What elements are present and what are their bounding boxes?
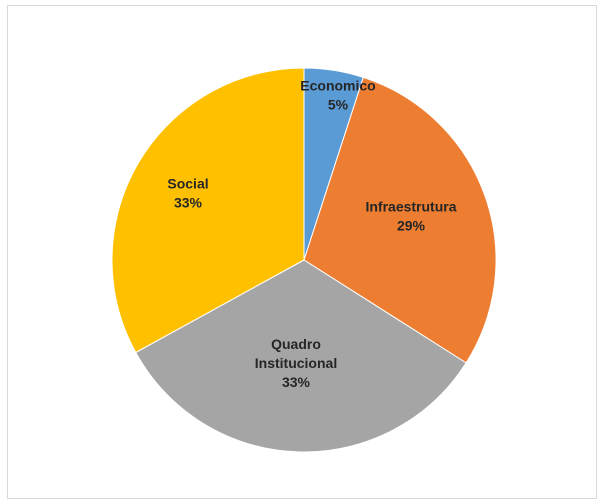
slice-label-infraestrutura: Infraestrutura 29%: [365, 199, 456, 234]
pie-slice-social: [111, 67, 305, 354]
pie-slices: [111, 67, 497, 453]
pie-slice-quadro-institucional: [135, 259, 467, 453]
slice-label-social: Social 33%: [167, 176, 208, 211]
slice-label-quadro-institucional: Quadro Institucional 33%: [255, 336, 337, 390]
slice-label-line: 29%: [397, 218, 426, 234]
slice-label-line: Quadro: [271, 336, 321, 352]
slice-label-line: 33%: [282, 374, 311, 390]
slice-label-economico: Economico 5%: [300, 78, 375, 113]
slice-label-line: Institucional: [255, 355, 337, 371]
slice-label-line: 5%: [328, 97, 349, 113]
slice-label-line: 33%: [174, 195, 203, 211]
pie-labels: Economico 5% Infraestrutura 29% Quadro Instit…: [167, 78, 456, 391]
slice-label-line: Economico: [300, 78, 375, 94]
slice-label-line: Social: [167, 176, 208, 192]
slice-label-line: Infraestrutura: [365, 199, 456, 215]
pie-slice-infraestrutura: [303, 76, 497, 364]
